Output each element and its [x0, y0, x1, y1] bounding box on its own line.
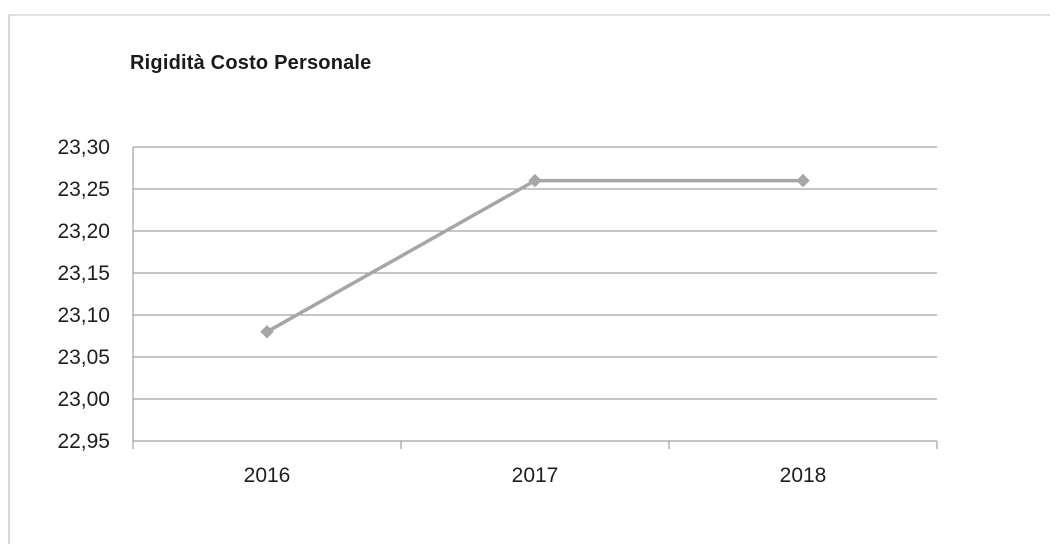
- y-tick-label: 23,10: [57, 304, 110, 327]
- x-tick-label: 2017: [512, 464, 559, 487]
- y-tick-label: 23,00: [57, 388, 110, 411]
- y-tick-label: 23,05: [57, 346, 110, 369]
- chart-frame: [8, 14, 1050, 544]
- y-tick-label: 23,15: [57, 262, 110, 285]
- data-point: [528, 173, 542, 188]
- y-tick-label: 23,25: [57, 178, 110, 201]
- data-point: [796, 173, 810, 188]
- y-tick-label: 22,95: [57, 430, 110, 453]
- x-tick-label: 2016: [244, 464, 291, 487]
- chart-title: Rigidità Costo Personale: [130, 52, 372, 74]
- y-tick-label: 23,20: [57, 220, 110, 243]
- data-point: [260, 325, 274, 339]
- x-tick-label: 2018: [780, 464, 827, 487]
- series-line: [266, 178, 803, 334]
- y-tick-label: 23,30: [57, 136, 110, 159]
